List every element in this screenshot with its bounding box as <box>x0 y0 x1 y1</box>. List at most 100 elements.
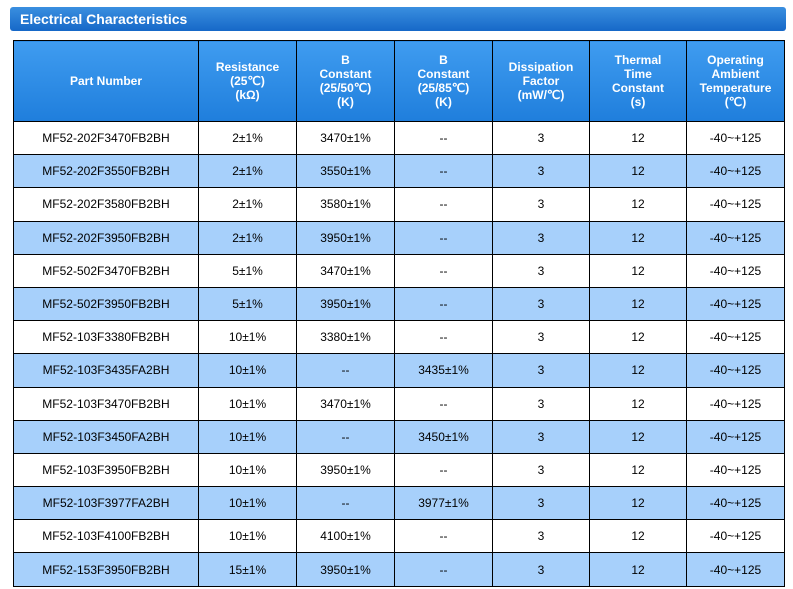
cell-thermal-time-constant: 12 <box>589 419 687 454</box>
cell-thermal-time-constant: 12 <box>589 386 687 421</box>
cell-part-number: MF52-502F3950FB2BH <box>13 286 199 322</box>
cell-thermal-time-constant: 12 <box>589 486 687 521</box>
cell-thermal-time-constant: 12 <box>589 154 687 189</box>
cell-resistance: 10±1% <box>198 519 297 554</box>
cell-thermal-time-constant: 12 <box>589 452 687 488</box>
table-row: MF52-103F3380FB2BH 10±1% 3380±1% -- 3 12 -40~+… <box>13 320 785 355</box>
cell-b-constant-25-50: 3950±1% <box>296 552 395 587</box>
header-b-constant-25-50: B Constant (25/50℃) (K) <box>296 40 395 122</box>
cell-dissipation-factor: 3 <box>492 187 590 222</box>
cell-b-constant-25-85: -- <box>394 286 493 322</box>
cell-resistance: 2±1% <box>198 154 297 189</box>
table-row: MF52-202F3550FB2BH 2±1% 3550±1% -- 3 12 -40~+1… <box>13 154 785 189</box>
cell-operating-temperature: -40~+125 <box>686 120 785 156</box>
cell-part-number: MF52-502F3470FB2BH <box>13 253 199 288</box>
header-row: Part Number Resistance (25℃) (kΩ) B Cons… <box>13 40 785 122</box>
cell-resistance: 2±1% <box>198 187 297 222</box>
table-row: MF52-103F3470FB2BH 10±1% 3470±1% -- 3 12 -40~+… <box>13 386 785 421</box>
cell-dissipation-factor: 3 <box>492 154 590 189</box>
cell-b-constant-25-85: -- <box>394 519 493 554</box>
table-row: MF52-502F3950FB2BH 5±1% 3950±1% -- 3 12 -40~+1… <box>13 286 785 322</box>
cell-dissipation-factor: 3 <box>492 419 590 454</box>
cell-resistance: 10±1% <box>198 419 297 454</box>
cell-operating-temperature: -40~+125 <box>686 353 785 388</box>
cell-resistance: 10±1% <box>198 486 297 521</box>
cell-dissipation-factor: 3 <box>492 220 590 255</box>
cell-part-number: MF52-202F3550FB2BH <box>13 154 199 189</box>
cell-operating-temperature: -40~+125 <box>686 519 785 554</box>
cell-operating-temperature: -40~+125 <box>686 552 785 587</box>
cell-dissipation-factor: 3 <box>492 320 590 355</box>
table-row: MF52-202F3580FB2BH 2±1% 3580±1% -- 3 12 -40~+1… <box>13 187 785 222</box>
cell-part-number: MF52-202F3470FB2BH <box>13 120 199 156</box>
cell-part-number: MF52-103F4100FB2BH <box>13 519 199 554</box>
cell-part-number: MF52-202F3950FB2BH <box>13 220 199 255</box>
cell-b-constant-25-50: 3470±1% <box>296 120 395 156</box>
header-dissipation-factor: Dissipation Factor (mW/℃) <box>492 40 590 122</box>
header-b-constant-25-85: B Constant (25/85℃) (K) <box>394 40 493 122</box>
header-resistance: Resistance (25℃) (kΩ) <box>198 40 297 122</box>
cell-b-constant-25-85: -- <box>394 386 493 421</box>
cell-operating-temperature: -40~+125 <box>686 253 785 288</box>
cell-b-constant-25-85: -- <box>394 220 493 255</box>
cell-b-constant-25-85: -- <box>394 120 493 156</box>
cell-part-number: MF52-103F3950FB2BH <box>13 452 199 488</box>
cell-dissipation-factor: 3 <box>492 519 590 554</box>
cell-part-number: MF52-103F3977FA2BH <box>13 486 199 521</box>
cell-thermal-time-constant: 12 <box>589 253 687 288</box>
cell-part-number: MF52-103F3450FA2BH <box>13 419 199 454</box>
cell-b-constant-25-85: -- <box>394 253 493 288</box>
table-row: MF52-103F4100FB2BH 10±1% 4100±1% -- 3 12 -40~+… <box>13 519 785 554</box>
cell-thermal-time-constant: 12 <box>589 120 687 156</box>
cell-operating-temperature: -40~+125 <box>686 386 785 421</box>
cell-resistance: 10±1% <box>198 353 297 388</box>
cell-resistance: 2±1% <box>198 120 297 156</box>
cell-operating-temperature: -40~+125 <box>686 220 785 255</box>
cell-b-constant-25-50: 4100±1% <box>296 519 395 554</box>
cell-b-constant-25-50: 3550±1% <box>296 154 395 189</box>
cell-resistance: 10±1% <box>198 452 297 488</box>
cell-dissipation-factor: 3 <box>492 353 590 388</box>
cell-resistance: 5±1% <box>198 286 297 322</box>
cell-dissipation-factor: 3 <box>492 452 590 488</box>
cell-b-constant-25-50: 3950±1% <box>296 286 395 322</box>
table-row: MF52-103F3435FA2BH 10±1% -- 3435±1% 3 12 -40~+… <box>13 353 785 388</box>
cell-part-number: MF52-103F3435FA2BH <box>13 353 199 388</box>
cell-operating-temperature: -40~+125 <box>686 286 785 322</box>
cell-b-constant-25-85: -- <box>394 552 493 587</box>
header-part-number: Part Number <box>13 40 199 122</box>
cell-b-constant-25-50: 3380±1% <box>296 320 395 355</box>
cell-b-constant-25-85: -- <box>394 320 493 355</box>
cell-thermal-time-constant: 12 <box>589 353 687 388</box>
cell-thermal-time-constant: 12 <box>589 519 687 554</box>
table-row: MF52-202F3950FB2BH 2±1% 3950±1% -- 3 12 -40~+1… <box>13 220 785 255</box>
cell-b-constant-25-85: 3435±1% <box>394 353 493 388</box>
table-row: MF52-502F3470FB2BH 5±1% 3470±1% -- 3 12 -40~+1… <box>13 253 785 288</box>
cell-part-number: MF52-153F3950FB2BH <box>13 552 199 587</box>
table-row: MF52-103F3950FB2BH 10±1% 3950±1% -- 3 12 -40~+… <box>13 452 785 488</box>
cell-operating-temperature: -40~+125 <box>686 452 785 488</box>
cell-b-constant-25-50: 3950±1% <box>296 452 395 488</box>
cell-b-constant-25-50: 3470±1% <box>296 386 395 421</box>
cell-b-constant-25-85: 3977±1% <box>394 486 493 521</box>
cell-thermal-time-constant: 12 <box>589 320 687 355</box>
cell-resistance: 10±1% <box>198 320 297 355</box>
table-row: MF52-202F3470FB2BH 2±1% 3470±1% -- 3 12 -40~+1… <box>13 120 785 156</box>
cell-dissipation-factor: 3 <box>492 253 590 288</box>
cell-b-constant-25-85: -- <box>394 154 493 189</box>
cell-b-constant-25-50: 3580±1% <box>296 187 395 222</box>
table-row: MF52-103F3450FA2BH 10±1% -- 3450±1% 3 12 -40~+… <box>13 419 785 454</box>
cell-operating-temperature: -40~+125 <box>686 187 785 222</box>
cell-b-constant-25-50: -- <box>296 486 395 521</box>
cell-operating-temperature: -40~+125 <box>686 486 785 521</box>
cell-b-constant-25-50: 3470±1% <box>296 253 395 288</box>
cell-b-constant-25-50: 3950±1% <box>296 220 395 255</box>
cell-thermal-time-constant: 12 <box>589 286 687 322</box>
cell-dissipation-factor: 3 <box>492 286 590 322</box>
cell-resistance: 15±1% <box>198 552 297 587</box>
cell-resistance: 5±1% <box>198 253 297 288</box>
cell-dissipation-factor: 3 <box>492 120 590 156</box>
cell-part-number: MF52-103F3470FB2BH <box>13 386 199 421</box>
cell-dissipation-factor: 3 <box>492 552 590 587</box>
cell-operating-temperature: -40~+125 <box>686 320 785 355</box>
